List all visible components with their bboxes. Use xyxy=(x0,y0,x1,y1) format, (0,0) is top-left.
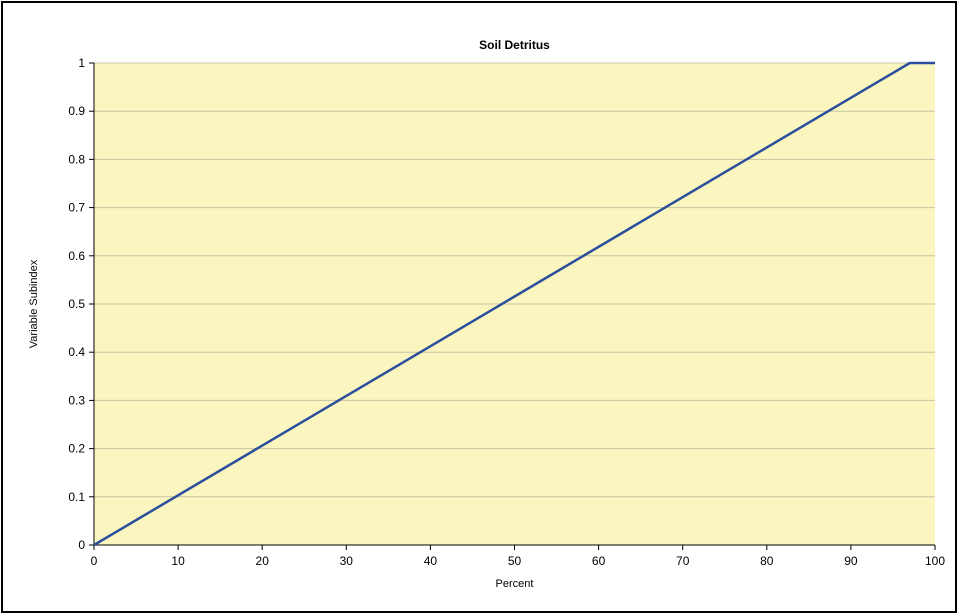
x-tick-label: 80 xyxy=(760,554,774,568)
x-tick-label: 60 xyxy=(592,554,606,568)
chart-title: Soil Detritus xyxy=(479,38,550,52)
x-axis-ticks: 0 10 20 30 40 50 60 70 80 90 100 xyxy=(91,545,945,568)
x-tick-label: 0 xyxy=(91,554,98,568)
y-tick-label: 0.1 xyxy=(68,490,85,504)
y-tick-label: 1 xyxy=(78,56,85,70)
series-layer xyxy=(93,61,935,547)
x-tick-label: 40 xyxy=(424,554,438,568)
y-tick-label: 0.7 xyxy=(68,201,85,215)
x-tick-label: 100 xyxy=(925,554,945,568)
y-axis-label: Variable Subindex xyxy=(28,259,40,348)
x-axis-label: Percent xyxy=(496,578,534,590)
y-tick-label: 0.8 xyxy=(68,152,85,166)
x-tick-label: 20 xyxy=(256,554,270,568)
y-tick-label: 0 xyxy=(78,538,85,552)
x-tick-label: 90 xyxy=(844,554,858,568)
x-tick-label: 10 xyxy=(171,554,185,568)
x-tick-label: 30 xyxy=(340,554,354,568)
x-tick-label: 50 xyxy=(508,554,522,568)
series-line xyxy=(93,61,935,547)
y-axis-ticks: 0 0.1 0.2 0.3 0.4 0.5 0.6 0.7 0.8 0.9 1 xyxy=(68,56,94,552)
y-tick-label: 0.6 xyxy=(68,249,85,263)
y-tick-label: 0.4 xyxy=(68,345,85,359)
x-tick-label: 70 xyxy=(676,554,690,568)
y-tick-label: 0.2 xyxy=(68,442,85,456)
y-tick-label: 0.9 xyxy=(68,104,85,118)
y-tick-label: 0.5 xyxy=(68,297,85,311)
y-tick-label: 0.3 xyxy=(68,393,85,407)
gridlines xyxy=(94,62,935,498)
